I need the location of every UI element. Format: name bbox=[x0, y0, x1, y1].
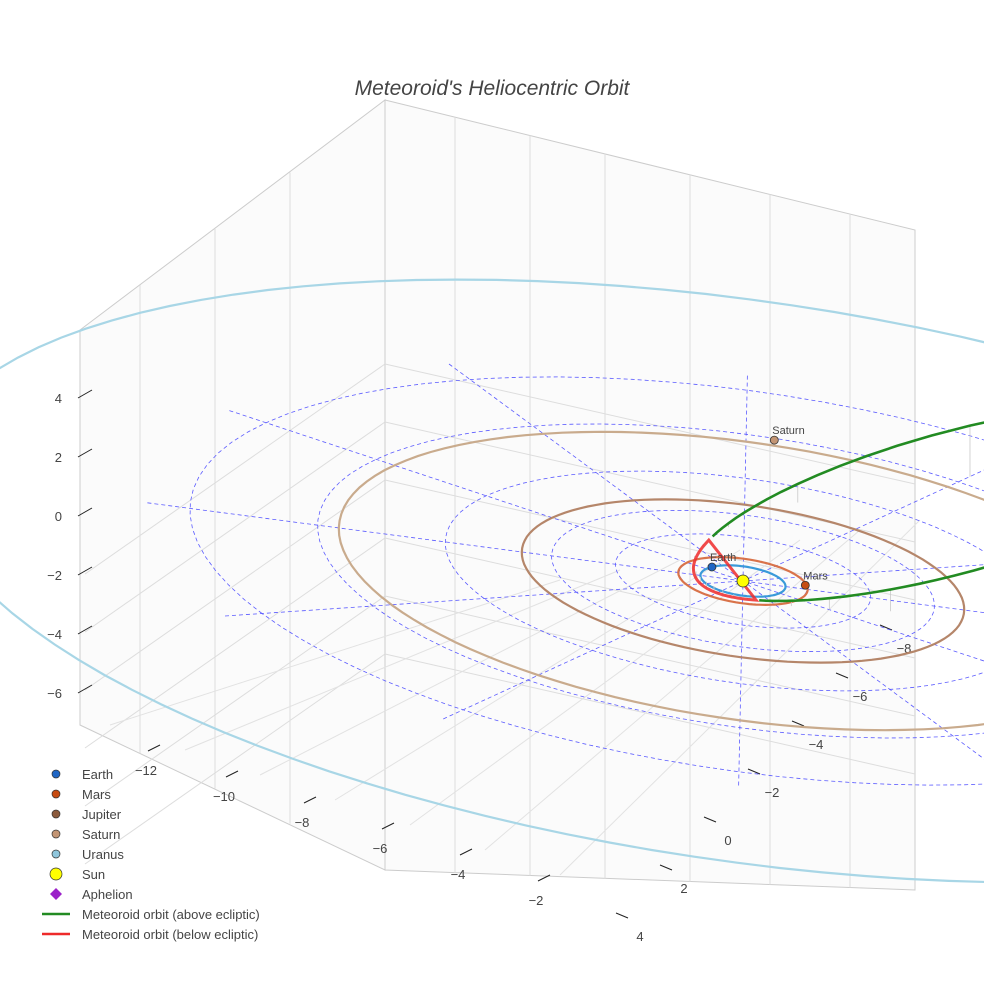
label-saturn: Saturn bbox=[772, 425, 804, 437]
grid-line bbox=[84, 653, 386, 865]
legend-swatch bbox=[51, 789, 61, 799]
legend-label: Saturn bbox=[82, 827, 120, 842]
x-tick-label: −12 bbox=[135, 763, 157, 778]
z-tick-label: −2 bbox=[47, 568, 62, 583]
x-tick-mark bbox=[147, 744, 161, 752]
x-tick-mark bbox=[381, 822, 395, 830]
x-tick-label: −2 bbox=[529, 893, 544, 908]
grid-line bbox=[84, 537, 386, 749]
orbit-above-ecliptic bbox=[711, 421, 984, 603]
grid-line bbox=[409, 539, 801, 826]
legend-label: Jupiter bbox=[82, 807, 122, 822]
grid-line bbox=[184, 569, 621, 751]
y-tick-label: −6 bbox=[853, 689, 868, 704]
legend-label: Uranus bbox=[82, 847, 124, 862]
marker-sun bbox=[736, 574, 750, 588]
x-tick-label: −6 bbox=[373, 841, 388, 856]
ecliptic-ring bbox=[444, 470, 984, 692]
legend-label: Sun bbox=[82, 867, 105, 882]
marker-earth bbox=[707, 562, 717, 572]
bodies: Earth Mars Saturn bbox=[707, 425, 828, 590]
axes-grid bbox=[79, 98, 921, 891]
legend-label: Meteoroid orbit (below ecliptic) bbox=[82, 927, 258, 942]
legend-label: Earth bbox=[82, 767, 113, 782]
label-earth: Earth bbox=[710, 552, 736, 564]
axis-pane bbox=[79, 98, 386, 871]
grid-line bbox=[384, 479, 916, 601]
marker-saturn bbox=[769, 435, 779, 445]
legend: Earth Mars Jupiter Saturn Uranus Sun Aphelion M… bbox=[42, 767, 260, 942]
y-tick-mark bbox=[659, 864, 673, 871]
z-tick-label: −4 bbox=[47, 627, 62, 642]
legend-label: Aphelion bbox=[82, 887, 133, 902]
grid-line bbox=[84, 479, 386, 691]
z-tick-label: 0 bbox=[55, 509, 62, 524]
z-tick-mark bbox=[77, 507, 93, 517]
orbit-saturn bbox=[337, 430, 984, 732]
orbit-below-ecliptic bbox=[691, 537, 760, 602]
grid-line bbox=[384, 537, 916, 659]
legend-label: Mars bbox=[82, 787, 111, 802]
grid-line bbox=[384, 653, 916, 775]
chart-title: Meteoroid's Heliocentric Orbit bbox=[355, 77, 631, 100]
grid-line bbox=[84, 421, 386, 633]
axis-pane bbox=[384, 99, 916, 891]
y-tick-label: −4 bbox=[809, 737, 824, 752]
orbit-earth bbox=[699, 564, 787, 598]
z-tick-mark bbox=[77, 625, 93, 635]
y-tick-label: 0 bbox=[724, 833, 731, 848]
x-tick-mark bbox=[225, 770, 239, 778]
y-tick-mark bbox=[791, 720, 805, 727]
x-tick-label: −4 bbox=[451, 867, 466, 882]
z-tick-label: −6 bbox=[47, 686, 62, 701]
y-tick-label: −2 bbox=[765, 785, 780, 800]
x-tick-mark bbox=[459, 848, 473, 856]
grid-line bbox=[484, 529, 861, 851]
meteoroid-orbit bbox=[691, 421, 984, 612]
orbit-jupiter bbox=[520, 498, 966, 664]
z-tick-label: 2 bbox=[55, 450, 62, 465]
y-tick-mark bbox=[835, 672, 849, 679]
y-tick-label: 4 bbox=[636, 929, 643, 944]
orbit-mars bbox=[677, 555, 809, 607]
z-tick-mark bbox=[77, 684, 93, 694]
x-tick-label: −10 bbox=[213, 789, 235, 804]
legend-swatch bbox=[51, 829, 61, 839]
grid-line bbox=[384, 363, 916, 485]
z-tick-mark bbox=[77, 448, 93, 458]
legend-swatch bbox=[51, 769, 61, 779]
grid-line bbox=[84, 595, 386, 807]
x-tick-mark bbox=[537, 874, 551, 882]
y-tick-mark bbox=[703, 816, 717, 823]
legend-swatch bbox=[49, 867, 63, 881]
x-tick-label: −8 bbox=[295, 815, 310, 830]
grid-line bbox=[109, 579, 561, 726]
z-tick-mark bbox=[77, 389, 93, 399]
x-tick-mark bbox=[303, 796, 317, 804]
orbit-uranus bbox=[0, 278, 984, 884]
marker-mars bbox=[800, 580, 810, 590]
label-mars: Mars bbox=[803, 570, 828, 582]
z-tick-mark bbox=[77, 566, 93, 576]
grid-line bbox=[259, 559, 681, 776]
y-tick-mark bbox=[615, 912, 629, 919]
grid-line bbox=[559, 519, 921, 876]
legend-swatch bbox=[50, 888, 62, 900]
legend-swatch bbox=[51, 809, 61, 819]
legend-swatch bbox=[51, 849, 61, 859]
y-tick-label: 2 bbox=[680, 881, 687, 896]
legend-label: Meteoroid orbit (above ecliptic) bbox=[82, 907, 260, 922]
y-tick-mark bbox=[879, 624, 893, 631]
z-tick-label: 4 bbox=[55, 391, 62, 406]
grid-line bbox=[384, 595, 916, 717]
y-tick-mark bbox=[747, 768, 761, 775]
